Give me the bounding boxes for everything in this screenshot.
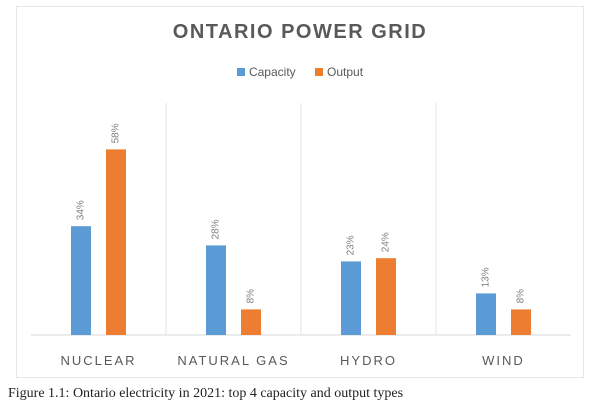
legend-label-capacity: Capacity xyxy=(248,65,296,79)
legend-item-capacity: Capacity xyxy=(236,65,296,79)
legend-swatch-output xyxy=(315,68,323,76)
category-label: HYDRO xyxy=(340,353,397,368)
data-label-capacity: 13% xyxy=(481,267,492,287)
data-label-capacity: 23% xyxy=(346,235,357,255)
bar-output xyxy=(376,258,396,335)
bar-output xyxy=(241,309,261,335)
figure-caption: Figure 1.1: Ontario electricity in 2021:… xyxy=(8,386,404,401)
chart-title: ONTARIO POWER GRID xyxy=(172,21,428,43)
bar-plot: 34% 58% NUCLEAR 28% 8% NATURAL GAS 23% 24% HYDRO… xyxy=(31,103,571,368)
bar-capacity xyxy=(341,261,361,335)
chart-area: ONTARIO POWER GRID Capacity Output 34% 58… xyxy=(16,6,584,378)
legend-swatch-capacity xyxy=(236,68,245,76)
data-label-output: 8% xyxy=(516,289,527,304)
category-label: WIND xyxy=(482,353,525,368)
data-label-output: 24% xyxy=(381,232,392,252)
bar-capacity xyxy=(476,293,496,335)
legend-item-output: Output xyxy=(315,65,363,79)
category-label: NATURAL GAS xyxy=(177,353,289,368)
bar-output xyxy=(106,149,126,335)
bar-capacity xyxy=(206,245,226,335)
legend-label-output: Output xyxy=(327,65,364,79)
bar-capacity xyxy=(71,226,91,335)
data-label-capacity: 34% xyxy=(76,200,87,220)
data-label-output: 8% xyxy=(246,289,257,304)
data-label-output: 58% xyxy=(111,123,122,143)
data-label-capacity: 28% xyxy=(211,219,222,239)
legend: Capacity Output xyxy=(17,65,583,79)
category-label: NUCLEAR xyxy=(60,353,136,368)
bar-output xyxy=(511,309,531,335)
